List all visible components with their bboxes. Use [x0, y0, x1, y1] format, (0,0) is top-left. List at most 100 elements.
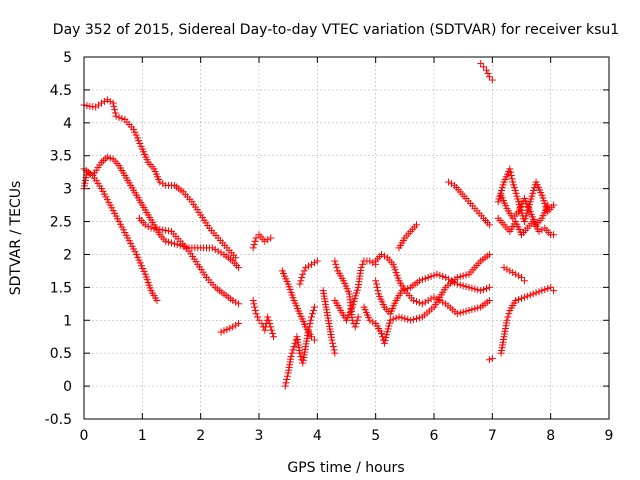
data-point	[518, 273, 525, 281]
data-point	[468, 284, 476, 292]
data-point	[508, 175, 516, 183]
data-point	[484, 69, 492, 77]
data-point	[456, 273, 464, 281]
data-point	[541, 286, 549, 294]
data-point	[401, 315, 409, 323]
data-point	[282, 379, 290, 387]
data-point	[106, 97, 114, 105]
data-point	[141, 221, 149, 229]
data-point	[103, 153, 111, 161]
data-point	[445, 275, 453, 283]
y-tick-label: 4	[63, 116, 72, 132]
data-point	[485, 221, 493, 229]
data-point	[297, 277, 305, 285]
data-point	[208, 244, 216, 252]
x-axis-ticks: 0 1 2 3 4 5 6 7 8 9	[80, 57, 613, 444]
data-point	[485, 283, 493, 291]
data-point	[415, 299, 423, 307]
data-point	[366, 316, 374, 324]
x-tick-label: 2	[196, 428, 205, 444]
data-point	[474, 304, 482, 312]
data-point	[310, 303, 318, 311]
data-point	[250, 300, 258, 308]
data-point	[485, 297, 493, 305]
data-point	[110, 102, 118, 110]
data-point	[291, 339, 299, 347]
data-point	[269, 329, 277, 337]
data-point	[214, 247, 222, 255]
data-point	[386, 316, 394, 324]
data-point	[261, 326, 269, 334]
data-point	[471, 285, 479, 293]
data-point	[520, 293, 528, 301]
data-point	[353, 316, 361, 324]
data-point	[254, 313, 262, 321]
data-point	[407, 316, 415, 324]
data-point	[153, 297, 161, 305]
data-point	[520, 277, 528, 285]
y-axis-label: SDTVAR / TECUs	[8, 181, 24, 296]
data-point	[506, 165, 514, 173]
data-points	[80, 60, 558, 390]
data-point	[305, 323, 313, 331]
data-point	[550, 231, 558, 239]
data-point	[111, 109, 119, 117]
y-tick-label: 2.5	[50, 215, 72, 231]
data-point	[106, 154, 114, 162]
data-point	[421, 275, 429, 283]
data-point	[352, 320, 360, 328]
plot-frame	[83, 56, 610, 420]
data-point	[83, 168, 91, 176]
data-point	[509, 269, 517, 277]
data-point	[310, 336, 318, 344]
data-point	[98, 99, 105, 107]
data-point	[313, 257, 321, 265]
data-point	[506, 267, 514, 275]
data-point	[250, 241, 258, 249]
x-tick-label: 8	[546, 428, 555, 444]
data-point	[265, 316, 273, 324]
x-tick-label: 1	[138, 428, 147, 444]
data-point	[298, 273, 306, 281]
data-point	[480, 63, 488, 71]
data-point	[459, 308, 467, 316]
data-point	[503, 265, 511, 273]
data-point	[544, 201, 552, 209]
data-point	[523, 292, 531, 300]
data-point	[450, 278, 458, 286]
data-point	[297, 352, 305, 360]
data-point	[229, 297, 237, 305]
data-point	[251, 306, 259, 314]
data-point	[86, 170, 94, 178]
data-point	[445, 178, 453, 186]
y-tick-label: 0	[63, 379, 72, 395]
data-point	[415, 314, 423, 322]
data-point	[329, 339, 337, 347]
data-point	[418, 300, 426, 308]
data-point	[378, 250, 385, 258]
data-point	[267, 234, 275, 242]
data-point	[308, 333, 315, 341]
data-point	[485, 250, 493, 258]
data-point	[369, 318, 377, 326]
data-point	[383, 328, 391, 336]
data-point	[395, 313, 403, 321]
data-point	[535, 227, 543, 235]
data-point	[477, 60, 485, 68]
data-point	[211, 246, 219, 254]
data-point	[459, 282, 467, 290]
data-point	[535, 288, 543, 296]
data-point	[480, 286, 488, 294]
data-point	[456, 309, 464, 317]
data-point	[249, 297, 257, 305]
data-point	[488, 354, 496, 362]
data-point	[421, 298, 429, 306]
data-point	[380, 252, 388, 260]
data-point	[386, 319, 394, 327]
data-point	[512, 270, 520, 278]
y-tick-label: 1	[63, 313, 72, 329]
data-point	[504, 313, 512, 321]
data-point	[462, 283, 470, 291]
data-point	[252, 310, 260, 318]
data-point	[442, 273, 450, 281]
